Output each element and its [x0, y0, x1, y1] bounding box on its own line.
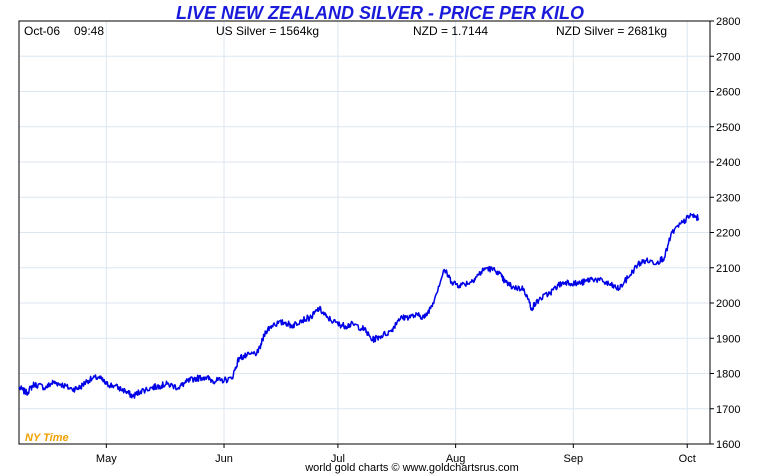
timezone-label: NY Time [25, 432, 69, 444]
header-nzd-rate: NZD = 1.7144 [413, 24, 488, 38]
y-tick-label: 1700 [716, 404, 740, 416]
y-tick-label: 2600 [716, 87, 740, 99]
y-tick-label: 1900 [716, 333, 740, 345]
header-us-silver: US Silver = 1564kg [216, 24, 319, 38]
y-tick-label: 2000 [716, 298, 740, 310]
y-tick-label: 2800 [716, 16, 740, 28]
y-axis: 1600 1700 1800 1900 2000 2100 2200 2300 2400 2500… [710, 16, 740, 451]
series-line [18, 212, 700, 399]
y-tick-label: 2200 [716, 228, 740, 240]
x-tick-label: Jul [331, 453, 345, 465]
y-tick-label: 2300 [716, 192, 740, 204]
x-tick-label: Sep [564, 453, 584, 465]
x-axis: May Jun Jul Aug Sep Oct [96, 444, 696, 465]
header-date: Oct-06 [24, 24, 60, 38]
x-tick-label: Oct [679, 453, 696, 465]
x-tick-label: May [96, 453, 117, 465]
x-tick-label: Jun [215, 453, 233, 465]
y-tick-label: 1800 [716, 369, 740, 381]
chart-title: LIVE NEW ZEALAND SILVER - PRICE PER KILO [176, 3, 584, 23]
x-tick-label: Aug [446, 453, 466, 465]
y-tick-label: 1600 [716, 439, 740, 451]
y-tick-label: 2100 [716, 263, 740, 275]
y-tick-label: 2700 [716, 51, 740, 63]
header-nzd-silver: NZD Silver = 2681kg [556, 24, 667, 38]
y-tick-label: 2400 [716, 157, 740, 169]
footer-credit: world gold charts © www.goldchartsrus.co… [304, 462, 519, 474]
y-tick-label: 2500 [716, 122, 740, 134]
header-time: 09:48 [74, 24, 104, 38]
